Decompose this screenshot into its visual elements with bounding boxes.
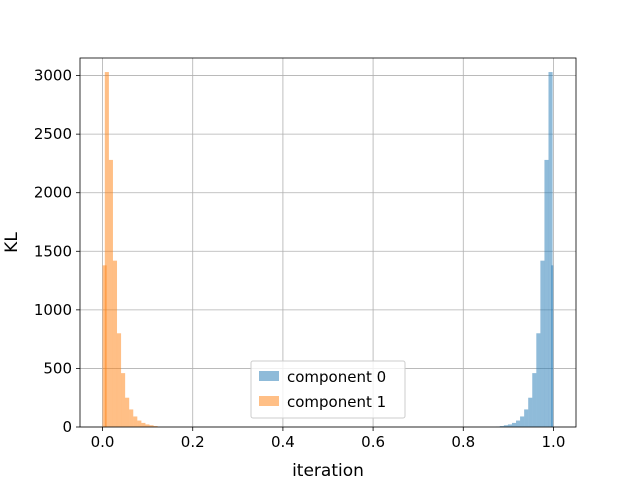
legend: component 0 component 1 xyxy=(250,360,406,419)
x-tick-label: 1.0 xyxy=(542,433,566,451)
x-axis-label: iteration xyxy=(292,461,364,480)
bar-component-0 xyxy=(528,397,533,427)
plot-frame xyxy=(79,57,577,428)
x-axis-ticks: 0.0 0.2 0.4 0.6 0.8 1.0 xyxy=(91,427,566,451)
bar-component-0 xyxy=(544,159,549,427)
y-tick-label: 500 xyxy=(43,359,72,377)
bar-component-0 xyxy=(503,425,508,427)
y-tick-label: 0 xyxy=(62,418,72,436)
bar-component-1 xyxy=(137,420,142,427)
bar-component-0 xyxy=(499,426,504,427)
legend-swatch-component-1 xyxy=(259,396,279,406)
bar-component-1 xyxy=(141,422,146,427)
bar-component-1 xyxy=(149,425,154,427)
y-tick-label: 1000 xyxy=(34,301,72,319)
y-axis-ticks: 0 500 1000 1500 2000 2500 3000 xyxy=(34,67,80,436)
bar-component-1 xyxy=(104,72,109,428)
legend-label-component-0: component 0 xyxy=(287,368,386,386)
y-tick-label: 3000 xyxy=(34,67,72,85)
bar-component-1 xyxy=(129,409,134,427)
x-tick-label: 0.4 xyxy=(271,433,295,451)
bars xyxy=(102,72,554,428)
legend-box xyxy=(250,360,406,419)
bar-component-1 xyxy=(121,373,126,427)
bar-component-1 xyxy=(145,424,150,427)
y-axis-label: KL xyxy=(2,232,22,253)
bar-component-1 xyxy=(112,260,118,427)
bar-component-0 xyxy=(551,265,554,427)
bar-component-1 xyxy=(116,333,122,427)
y-tick-label: 1500 xyxy=(34,242,72,260)
bar-component-0 xyxy=(540,260,545,427)
x-tick-label: 0.8 xyxy=(451,433,475,451)
bar-component-0 xyxy=(520,416,525,427)
y-tick-label: 2000 xyxy=(34,184,72,202)
legend-swatch-component-0 xyxy=(259,371,279,381)
bar-component-1 xyxy=(133,416,138,427)
bar-component-0 xyxy=(532,373,537,427)
bar-component-0 xyxy=(548,72,553,428)
bar-component-1 xyxy=(153,426,158,427)
x-tick-label: 0.0 xyxy=(91,433,115,451)
bar-component-0 xyxy=(524,409,529,427)
x-tick-label: 0.2 xyxy=(181,433,205,451)
legend-label-component-1: component 1 xyxy=(287,393,386,411)
bar-component-1 xyxy=(102,265,107,427)
y-tick-label: 2500 xyxy=(34,125,72,143)
bar-component-1 xyxy=(108,159,113,427)
bar-component-0 xyxy=(536,333,541,427)
bar-component-0 xyxy=(507,424,513,427)
x-tick-label: 0.6 xyxy=(361,433,385,451)
bar-component-1 xyxy=(125,397,130,427)
bar-component-0 xyxy=(516,420,521,427)
bar-component-0 xyxy=(511,422,517,427)
grid xyxy=(80,58,576,428)
